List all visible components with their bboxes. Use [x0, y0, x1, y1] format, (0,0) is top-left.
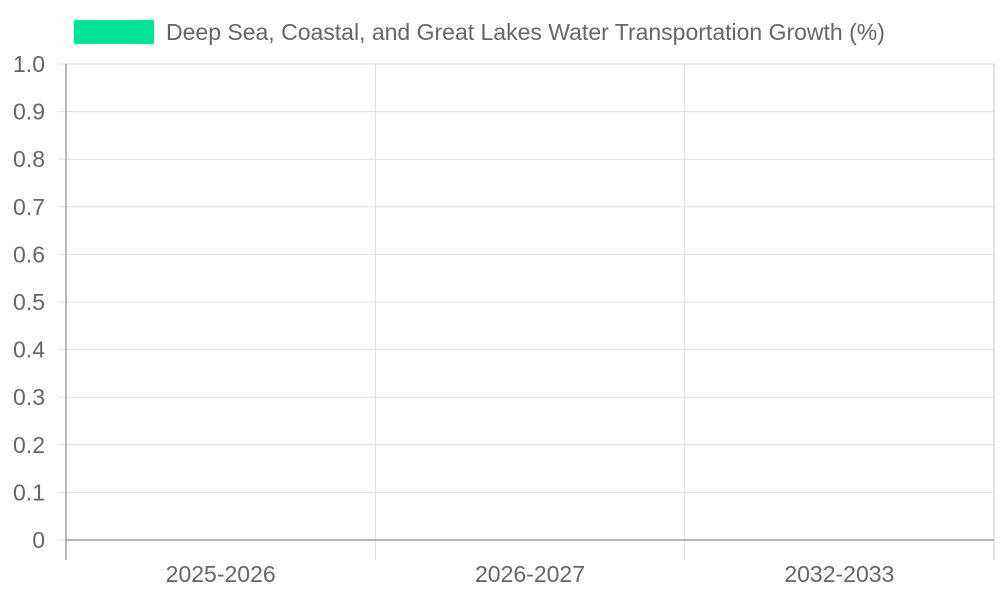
- y-tick-label: 0.3: [13, 384, 45, 410]
- x-tick-label: 2026-2027: [475, 561, 585, 587]
- grid-lines: [65, 63, 995, 560]
- axes: [65, 64, 994, 560]
- y-tick-label: 0.9: [13, 99, 45, 125]
- y-tick-label: 0.4: [13, 337, 45, 363]
- y-tick-label: 0.8: [13, 146, 45, 172]
- y-tick-label: 0.5: [13, 289, 45, 315]
- x-tick-label: 2025-2026: [166, 561, 276, 587]
- legend-label[interactable]: Deep Sea, Coastal, and Great Lakes Water…: [166, 19, 885, 45]
- x-tick-label: 2032-2033: [784, 561, 894, 587]
- y-tick-label: 1.0: [13, 51, 45, 77]
- y-tick-label: 0.2: [13, 432, 45, 458]
- x-axis-ticks: 2025-2026 2026-2027 2032-2033: [166, 561, 895, 587]
- legend-swatch[interactable]: [74, 20, 154, 44]
- y-tick-label: 0.7: [13, 194, 45, 220]
- y-tick-label: 0.6: [13, 241, 45, 267]
- y-tick-label: 0.1: [13, 479, 45, 505]
- legend[interactable]: Deep Sea, Coastal, and Great Lakes Water…: [74, 19, 885, 45]
- y-tick-label: 0: [32, 527, 45, 553]
- y-axis-ticks: 0 0.1 0.2 0.3 0.4 0.5 0.6 0.7 0.8 0.9 1.0: [13, 51, 66, 553]
